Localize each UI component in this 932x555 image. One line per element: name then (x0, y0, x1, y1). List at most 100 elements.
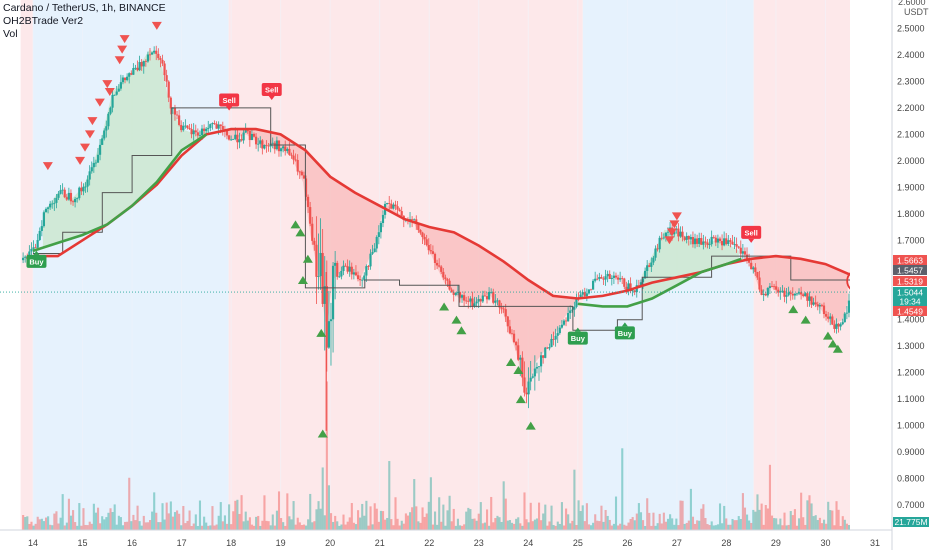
volume-bar (357, 510, 360, 530)
candle-body (338, 276, 341, 278)
candle-body (600, 277, 603, 279)
candle-body (758, 277, 761, 290)
candle-body (587, 289, 591, 294)
volume-bar (814, 515, 817, 530)
volume-bar (265, 520, 268, 530)
buy-arrow-icon (788, 305, 799, 314)
time-tick-label: 15 (78, 538, 88, 548)
volume-bar (121, 525, 125, 530)
candle-body (741, 251, 744, 254)
volume-bar (419, 522, 422, 530)
buy-arrow-icon (451, 315, 462, 324)
candle-body (806, 293, 809, 301)
candle-body (205, 128, 208, 131)
volume-bar (94, 512, 98, 530)
volume-bar (600, 505, 603, 530)
volume-bar (411, 507, 414, 530)
candle-body (837, 323, 840, 327)
candle-body (469, 298, 472, 302)
candle-body (772, 286, 776, 288)
candle-body (381, 214, 385, 224)
candle-body (173, 107, 177, 115)
candle-body (662, 237, 665, 239)
candle-body (244, 130, 247, 133)
candle-body (500, 307, 503, 309)
volume-bar (163, 519, 166, 530)
candle-body (450, 289, 453, 293)
symbol-title[interactable]: Cardano / TetherUS, 1h, BINANCE (3, 2, 166, 14)
volume-bar (180, 525, 183, 530)
signal-badge (567, 331, 588, 345)
volume-bar (698, 520, 701, 530)
candle-body (810, 296, 813, 305)
candle-body (704, 241, 707, 243)
volume-bar (263, 495, 266, 530)
volume-bar (22, 514, 25, 530)
time-tick-label: 30 (820, 538, 830, 548)
candle-body (315, 244, 318, 277)
candle-body (144, 61, 147, 62)
candle-body (140, 62, 143, 67)
volume-bar (348, 517, 351, 530)
volume-bar (689, 488, 692, 530)
volume-bar (119, 517, 122, 530)
volume-label[interactable]: Vol (3, 28, 18, 40)
volume-bar (654, 525, 657, 530)
candle-body (477, 299, 480, 302)
volume-bar (257, 515, 260, 530)
candle-body (444, 277, 447, 280)
volume-bar (787, 524, 790, 530)
volume-bar (315, 509, 318, 530)
candle-body (527, 381, 530, 395)
candle-body (78, 187, 81, 199)
candle-body (254, 136, 258, 145)
volume-bar (777, 524, 780, 530)
candle-body (564, 320, 568, 322)
candle-body (178, 115, 181, 125)
candle-body (465, 300, 468, 302)
candle-body (681, 231, 684, 238)
candle-body (558, 327, 561, 334)
volume-bar (542, 513, 545, 530)
candle-body (716, 238, 720, 243)
volume-bar (336, 521, 339, 530)
volume-bar (492, 522, 495, 530)
candle-body (273, 142, 276, 150)
volume-bar (625, 525, 628, 530)
candle-body (508, 326, 511, 334)
volume-bar (587, 524, 591, 530)
signal-text: Buy (618, 329, 633, 338)
volume-bar (284, 525, 287, 530)
candle-body (787, 292, 790, 296)
volume-bar (205, 522, 208, 530)
candle-body (594, 278, 597, 281)
candle-body (105, 126, 108, 131)
candle-body (209, 124, 212, 128)
candle-body (265, 144, 268, 146)
volume-bar (126, 521, 129, 530)
volume-bar (130, 521, 133, 530)
volume-bar (637, 503, 640, 530)
volume-bar (731, 518, 734, 530)
volume-bar (30, 521, 33, 530)
candle-body (148, 54, 152, 56)
candle-body (246, 130, 249, 132)
signal-pointer (574, 327, 581, 332)
volume-bar (562, 525, 566, 530)
volume-bar (96, 507, 100, 530)
indicator-label[interactable]: OH2BTrade Ver2 (3, 15, 84, 27)
time-tick-label: 24 (523, 538, 533, 548)
volume-bar (716, 524, 720, 530)
candle-body (685, 235, 688, 240)
volume-bar (219, 502, 222, 530)
volume-bar (538, 502, 541, 530)
volume-bar (365, 500, 368, 530)
volume-bar (822, 519, 826, 530)
volume-bar (198, 500, 202, 530)
candle-body (373, 248, 376, 253)
volume-bar (733, 520, 736, 530)
candle-body (30, 248, 33, 252)
volume-bar (334, 515, 337, 530)
